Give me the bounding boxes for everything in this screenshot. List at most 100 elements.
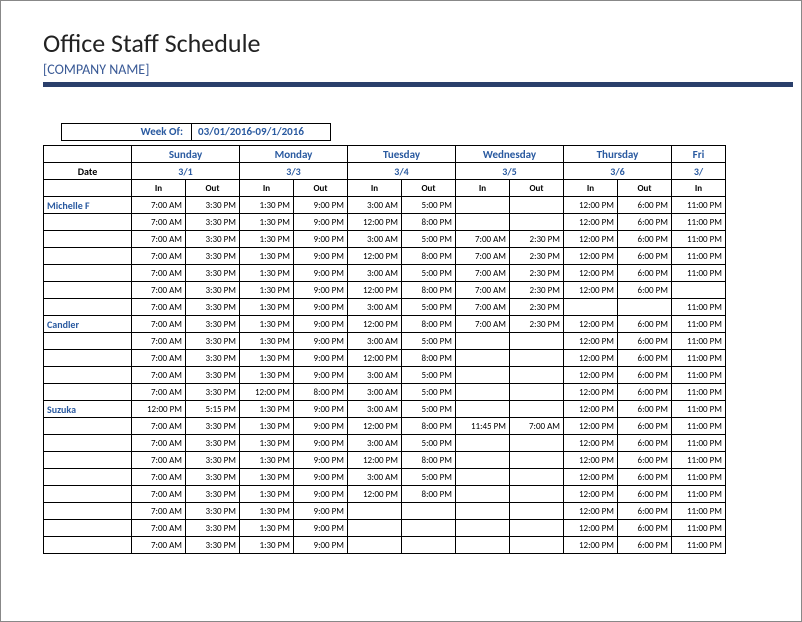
table-row: 7:00 AM3:30 PM1:30 PM9:00 PM12:00 PM8:00… bbox=[44, 486, 726, 503]
time-cell: 3:00 AM bbox=[348, 231, 402, 248]
time-cell: 9:00 PM bbox=[294, 367, 348, 384]
time-cell: 9:00 PM bbox=[294, 299, 348, 316]
time-cell: 6:00 PM bbox=[618, 333, 672, 350]
time-cell bbox=[510, 350, 564, 367]
employee-name bbox=[44, 231, 132, 248]
date-label: Date bbox=[44, 163, 132, 180]
table-row: 7:00 AM3:30 PM1:30 PM9:00 PM12:00 PM8:00… bbox=[44, 214, 726, 231]
time-cell: 6:00 PM bbox=[618, 401, 672, 418]
employee-name bbox=[44, 452, 132, 469]
time-cell: 3:30 PM bbox=[186, 299, 240, 316]
time-cell: 12:00 PM bbox=[564, 367, 618, 384]
time-cell: 12:00 PM bbox=[348, 214, 402, 231]
time-cell: 7:00 AM bbox=[132, 282, 186, 299]
time-cell bbox=[510, 486, 564, 503]
time-cell: 12:00 PM bbox=[564, 486, 618, 503]
time-cell: 6:00 PM bbox=[618, 537, 672, 554]
time-cell: 12:00 PM bbox=[564, 503, 618, 520]
time-cell: 1:30 PM bbox=[240, 333, 294, 350]
time-cell: 7:00 AM bbox=[132, 197, 186, 214]
time-cell bbox=[510, 401, 564, 418]
time-cell: 11:00 PM bbox=[672, 367, 726, 384]
employee-name: Candler bbox=[44, 316, 132, 333]
time-cell: 8:00 PM bbox=[402, 316, 456, 333]
time-cell: 1:30 PM bbox=[240, 350, 294, 367]
time-cell: 1:30 PM bbox=[240, 197, 294, 214]
time-cell: 7:00 AM bbox=[132, 299, 186, 316]
employee-name bbox=[44, 299, 132, 316]
time-cell: 7:00 AM bbox=[132, 265, 186, 282]
time-cell bbox=[456, 469, 510, 486]
time-cell: 11:00 PM bbox=[672, 350, 726, 367]
table-row: 7:00 AM3:30 PM1:30 PM9:00 PM3:00 AM5:00 … bbox=[44, 299, 726, 316]
time-cell: 12:00 PM bbox=[564, 214, 618, 231]
employee-name bbox=[44, 384, 132, 401]
out-header: Out bbox=[510, 180, 564, 197]
time-cell: 11:00 PM bbox=[672, 384, 726, 401]
time-cell: 7:00 AM bbox=[132, 316, 186, 333]
time-cell: 3:00 AM bbox=[348, 435, 402, 452]
time-cell: 12:00 PM bbox=[564, 469, 618, 486]
time-cell: 3:30 PM bbox=[186, 520, 240, 537]
week-value: 03/01/2016-09/1/2016 bbox=[191, 123, 331, 141]
time-cell bbox=[618, 299, 672, 316]
table-row: 7:00 AM3:30 PM1:30 PM9:00 PM12:00 PM6:00… bbox=[44, 537, 726, 554]
time-cell: 9:00 PM bbox=[294, 197, 348, 214]
time-cell bbox=[402, 503, 456, 520]
out-header: Out bbox=[402, 180, 456, 197]
time-cell: 9:00 PM bbox=[294, 316, 348, 333]
time-cell: 3:30 PM bbox=[186, 486, 240, 503]
time-cell: 7:00 AM bbox=[132, 333, 186, 350]
time-cell: 1:30 PM bbox=[240, 469, 294, 486]
time-cell bbox=[456, 333, 510, 350]
time-cell: 12:00 PM bbox=[564, 401, 618, 418]
table-row: 7:00 AM3:30 PM1:30 PM9:00 PM12:00 PM8:00… bbox=[44, 418, 726, 435]
time-cell: 1:30 PM bbox=[240, 537, 294, 554]
time-cell: 7:00 AM bbox=[132, 486, 186, 503]
time-cell: 8:00 PM bbox=[402, 350, 456, 367]
table-row: 7:00 AM3:30 PM1:30 PM9:00 PM12:00 PM8:00… bbox=[44, 452, 726, 469]
time-cell: 11:00 PM bbox=[672, 299, 726, 316]
employee-name bbox=[44, 265, 132, 282]
time-cell: 7:00 AM bbox=[456, 282, 510, 299]
time-cell: 9:00 PM bbox=[294, 537, 348, 554]
day-header: Monday bbox=[240, 146, 348, 163]
time-cell: 1:30 PM bbox=[240, 214, 294, 231]
time-cell: 9:00 PM bbox=[294, 520, 348, 537]
time-cell bbox=[510, 197, 564, 214]
time-cell bbox=[402, 520, 456, 537]
time-cell: 8:00 PM bbox=[402, 452, 456, 469]
time-cell: 3:00 AM bbox=[348, 197, 402, 214]
time-cell: 12:00 PM bbox=[348, 248, 402, 265]
time-cell: 3:00 AM bbox=[348, 384, 402, 401]
time-cell bbox=[456, 197, 510, 214]
table-row: 7:00 AM3:30 PM1:30 PM9:00 PM12:00 PM8:00… bbox=[44, 248, 726, 265]
time-cell: 11:00 PM bbox=[672, 537, 726, 554]
time-cell bbox=[456, 520, 510, 537]
time-cell: 9:00 PM bbox=[294, 231, 348, 248]
time-cell: 11:00 PM bbox=[672, 452, 726, 469]
time-cell: 9:00 PM bbox=[294, 282, 348, 299]
table-row: 7:00 AM3:30 PM1:30 PM9:00 PM3:00 AM5:00 … bbox=[44, 469, 726, 486]
out-header: Out bbox=[294, 180, 348, 197]
time-cell: 12:00 PM bbox=[564, 520, 618, 537]
time-cell: 12:00 PM bbox=[564, 197, 618, 214]
time-cell: 3:30 PM bbox=[186, 435, 240, 452]
time-cell: 3:30 PM bbox=[186, 316, 240, 333]
time-cell: 7:00 AM bbox=[132, 231, 186, 248]
time-cell bbox=[456, 486, 510, 503]
employee-name: Michelle F bbox=[44, 197, 132, 214]
time-cell: 3:30 PM bbox=[186, 367, 240, 384]
time-cell: 1:30 PM bbox=[240, 316, 294, 333]
time-cell: 3:30 PM bbox=[186, 333, 240, 350]
employee-name bbox=[44, 367, 132, 384]
day-header: Thursday bbox=[564, 146, 672, 163]
employee-name bbox=[44, 418, 132, 435]
time-cell: 3:30 PM bbox=[186, 452, 240, 469]
time-cell: 6:00 PM bbox=[618, 503, 672, 520]
time-cell: 7:00 AM bbox=[132, 384, 186, 401]
time-cell bbox=[456, 350, 510, 367]
time-cell bbox=[456, 384, 510, 401]
time-cell bbox=[456, 214, 510, 231]
time-cell: 12:00 PM bbox=[564, 333, 618, 350]
